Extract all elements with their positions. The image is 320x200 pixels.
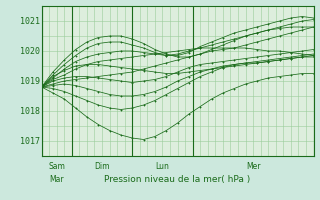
Text: Mer: Mer <box>246 162 260 171</box>
Text: Sam: Sam <box>48 162 65 171</box>
X-axis label: Pression niveau de la mer( hPa ): Pression niveau de la mer( hPa ) <box>104 175 251 184</box>
Text: Lun: Lun <box>156 162 169 171</box>
Text: Dim: Dim <box>94 162 110 171</box>
Text: Mar: Mar <box>49 176 64 184</box>
